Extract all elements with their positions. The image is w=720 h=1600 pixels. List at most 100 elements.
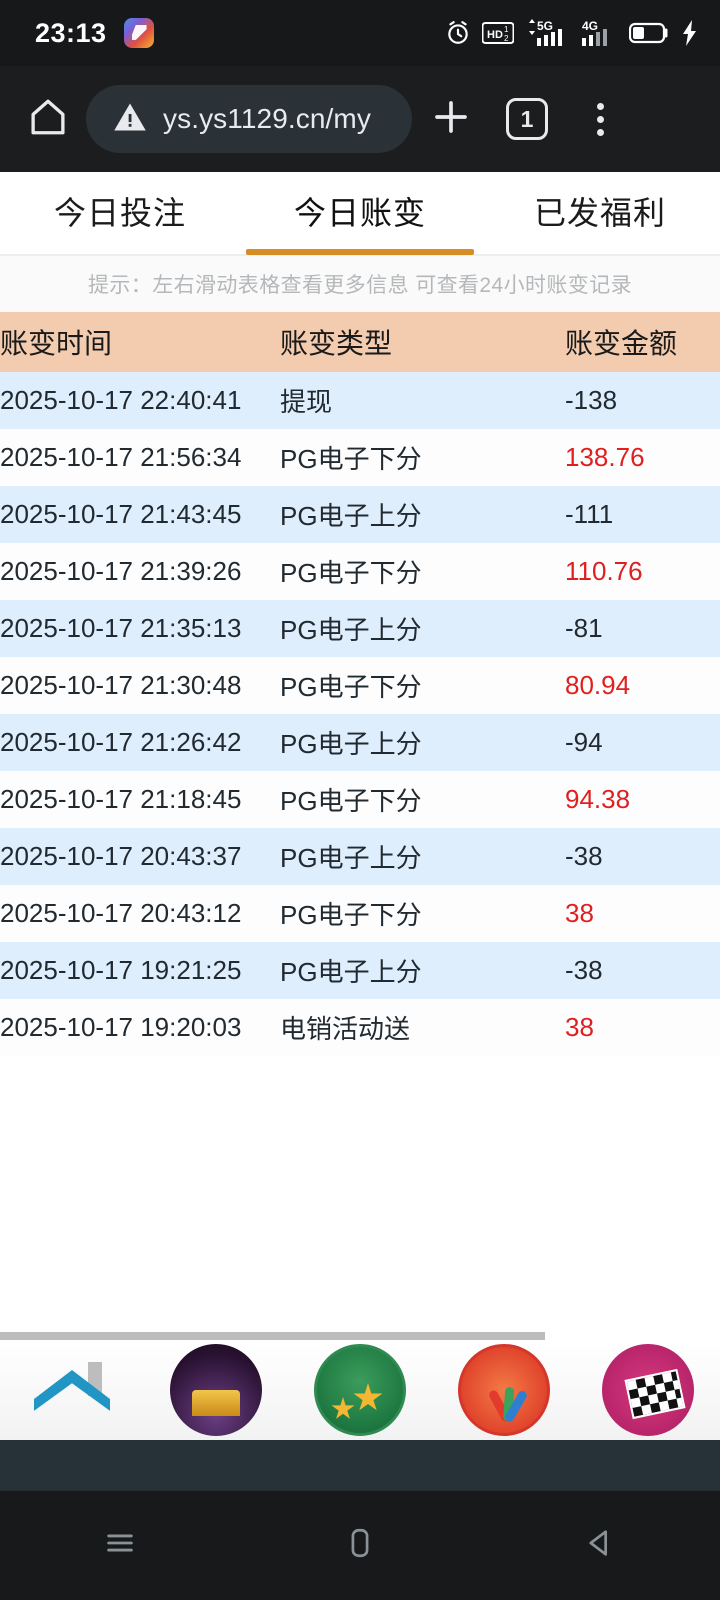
column-header-amount: 账变金额 [565,328,678,359]
warning-triangle-icon[interactable] [112,99,148,140]
cell-type: 电销活动送 [280,1014,411,1044]
cell-amount: -111 [565,499,614,529]
cell-type: PG电子下分 [280,558,422,588]
table-row[interactable]: 2025-10-17 21:35:13 PG电子上分 -81 [0,600,720,657]
cell-amount: 110.76 [565,556,643,586]
scrollbar-thumb[interactable] [0,1332,545,1340]
home-icon [27,96,69,143]
table-row[interactable]: 2025-10-17 21:39:26 PG电子下分 110.76 [0,543,720,600]
plus-icon [430,96,472,143]
cell-type: PG电子下分 [280,900,422,930]
home-nav-icon[interactable] [26,1344,118,1436]
cell-amount: -94 [565,727,603,757]
more-vertical-icon [596,102,604,136]
table-row[interactable]: 2025-10-17 20:43:37 PG电子上分 -38 [0,828,720,885]
home-square-icon [343,1526,377,1565]
star-rewards-nav-icon[interactable] [314,1344,406,1436]
table-row[interactable]: 2025-10-17 21:30:48 PG电子下分 80.94 [0,657,720,714]
promo-fan-nav-icon[interactable] [458,1344,550,1436]
browser-menu-button[interactable] [564,102,636,136]
url-bar[interactable]: ys.ys1129.cn/my [86,85,412,153]
url-text: ys.ys1129.cn/my [163,103,371,134]
cell-time: 2025-10-17 20:43:12 [0,898,242,928]
alarm-icon [445,20,471,46]
svg-text:2: 2 [504,34,509,43]
cell-amount: -38 [565,841,603,871]
home-button[interactable] [300,1526,420,1565]
cell-time: 2025-10-17 20:43:37 [0,841,242,871]
svg-text:HD: HD [487,29,503,41]
cell-amount: 38 [565,898,594,928]
racing-flag-nav-icon[interactable] [602,1344,694,1436]
new-tab-button[interactable] [412,96,490,143]
cell-amount: -81 [565,613,603,643]
casino-nav-icon[interactable] [170,1344,262,1436]
cell-time: 2025-10-17 19:21:25 [0,955,242,985]
cell-amount: 94.38 [565,784,631,814]
cell-type: PG电子下分 [280,672,422,702]
column-header-time: 账变时间 [0,328,113,359]
svg-text:4G: 4G [582,19,598,33]
table-row[interactable]: 2025-10-17 20:43:12 PG电子下分 38 [0,885,720,942]
cell-time: 2025-10-17 19:20:03 [0,1012,242,1042]
back-button[interactable] [540,1526,660,1565]
status-bar-clock: 23:13 [35,17,107,48]
recents-button[interactable] [60,1526,180,1565]
cell-time: 2025-10-17 21:35:13 [0,613,242,643]
cell-amount: 38 [565,1012,594,1042]
cell-type: PG电子上分 [280,729,422,759]
cell-amount: 80.94 [565,670,631,700]
column-header-type: 账变类型 [280,328,393,359]
hd-volte-icon: HD 1 2 [482,22,514,44]
cell-time: 2025-10-17 21:18:45 [0,784,242,814]
tab-today-account-changes[interactable]: 今日账变 [240,171,480,255]
edit-app-icon [123,18,154,48]
browser-home-button[interactable] [18,96,78,143]
table-row[interactable]: 2025-10-17 21:56:34 PG电子下分 138.76 [0,429,720,486]
svg-text:1: 1 [504,25,509,34]
web-page-content: 今日投注 今日账变 已发福利 提示：左右滑动表格查看更多信息 可查看24小时账变… [0,172,720,1600]
android-nav-bar [0,1490,720,1600]
cell-amount: 138.76 [565,442,645,472]
horizontal-scrollbar[interactable] [0,1332,720,1340]
table-row[interactable]: 2025-10-17 22:40:41 提现 -138 [0,372,720,429]
signal-5g-icon: 5G [525,18,569,48]
cell-type: PG电子上分 [280,501,422,531]
table-hint-text: 提示：左右滑动表格查看更多信息 可查看24小时账变记录 [0,256,720,312]
cell-type: PG电子上分 [280,843,422,873]
cell-amount: -38 [565,955,603,985]
browser-toolbar: ys.ys1129.cn/my 1 [0,66,720,172]
account-change-table: 账变时间 账变类型 账变金额 2025-10-17 22:40:41 提现 -1… [0,312,720,1056]
cell-time: 2025-10-17 22:40:41 [0,385,242,415]
back-triangle-icon [583,1526,617,1565]
tab-issued-benefits[interactable]: 已发福利 [533,195,666,231]
status-bar-icons: HD 1 2 5G 4G [445,18,698,48]
table-row[interactable]: 2025-10-17 21:26:42 PG电子上分 -94 [0,714,720,771]
cell-time: 2025-10-17 21:26:42 [0,727,242,757]
table-header-row: 账变时间 账变类型 账变金额 [0,312,720,372]
signal-4g-icon: 4G [580,18,618,48]
site-bottom-nav [0,1344,720,1440]
cell-type: PG电子上分 [280,957,422,987]
table-row[interactable]: 2025-10-17 19:20:03 电销活动送 38 [0,999,720,1056]
table-row[interactable]: 2025-10-17 19:21:25 PG电子上分 -38 [0,942,720,999]
table-row[interactable]: 2025-10-17 21:43:45 PG电子上分 -111 [0,486,720,543]
cell-type: PG电子下分 [280,786,422,816]
table-row[interactable]: 2025-10-17 21:18:45 PG电子下分 94.38 [0,771,720,828]
charging-bolt-icon [682,20,698,46]
tab-switcher-button[interactable]: 1 [490,98,564,140]
svg-text:5G: 5G [537,19,553,33]
tab-today-bets[interactable]: 今日投注 [53,195,186,231]
recents-icon [103,1526,137,1565]
status-bar: 23:13 HD 1 2 5G 4G [0,0,720,66]
battery-icon [629,21,671,45]
cell-time: 2025-10-17 21:43:45 [0,499,242,529]
cell-amount: -138 [565,385,618,415]
cell-type: PG电子下分 [280,444,422,474]
cell-time: 2025-10-17 21:39:26 [0,556,242,586]
cell-time: 2025-10-17 21:56:34 [0,442,242,472]
cell-time: 2025-10-17 21:30:48 [0,670,242,700]
tab-count-badge: 1 [506,98,548,140]
cell-type: PG电子上分 [280,615,422,645]
